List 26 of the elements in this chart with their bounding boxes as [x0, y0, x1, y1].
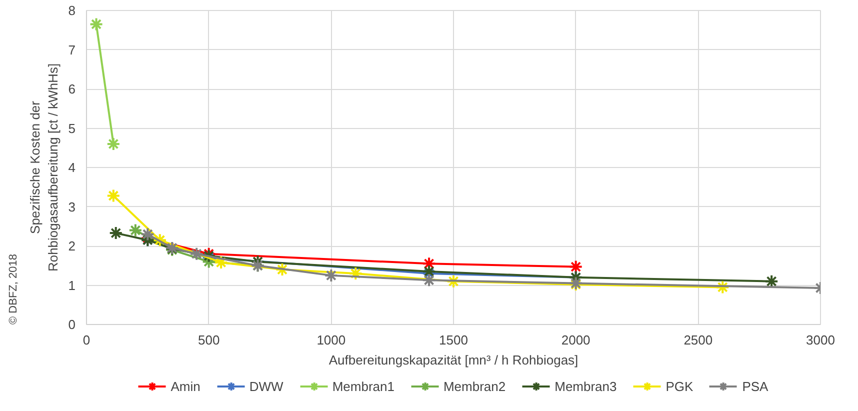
- y-tick-label: 7: [68, 42, 76, 58]
- x-tick-label: 1500: [439, 332, 468, 348]
- x-tick-label: 3000: [806, 332, 835, 348]
- y-tick-label: 4: [68, 160, 76, 175]
- y-axis-title: Spezifische Kosten der Rohbiogasaufbereitung [ct / kWhHs]: [27, 63, 60, 272]
- y-tick-label: 3: [68, 199, 76, 214]
- x-tick-label: 0: [82, 332, 90, 348]
- y-tick-label: 6: [68, 82, 76, 96]
- y-tick-label: 1: [68, 278, 76, 293]
- legend-label: PSA: [742, 378, 768, 394]
- y-tick-label: 0: [68, 317, 76, 332]
- x-tick-label: 2000: [561, 332, 590, 348]
- y-tick-label: 8: [68, 3, 76, 18]
- x-axis-title: Aufbereitungskapazität [mn³ / h Rohbiogas]: [328, 352, 578, 368]
- y-tick-label: 2: [68, 238, 76, 254]
- x-tick-label: 1000: [316, 332, 346, 348]
- text: © DBFZ, 2018: [8, 254, 20, 324]
- legend-label: Membran3: [554, 378, 617, 394]
- legend-label: DWW: [249, 378, 284, 394]
- y-tick-label: 5: [68, 120, 76, 136]
- legend-label: Membran2: [443, 378, 506, 394]
- x-tick-label: 2500: [684, 332, 713, 348]
- legend-label: PGK: [666, 378, 694, 394]
- legend-label: Membran1: [332, 378, 394, 394]
- x-tick-label: 500: [198, 332, 220, 348]
- legend-label: Amin: [170, 378, 200, 394]
